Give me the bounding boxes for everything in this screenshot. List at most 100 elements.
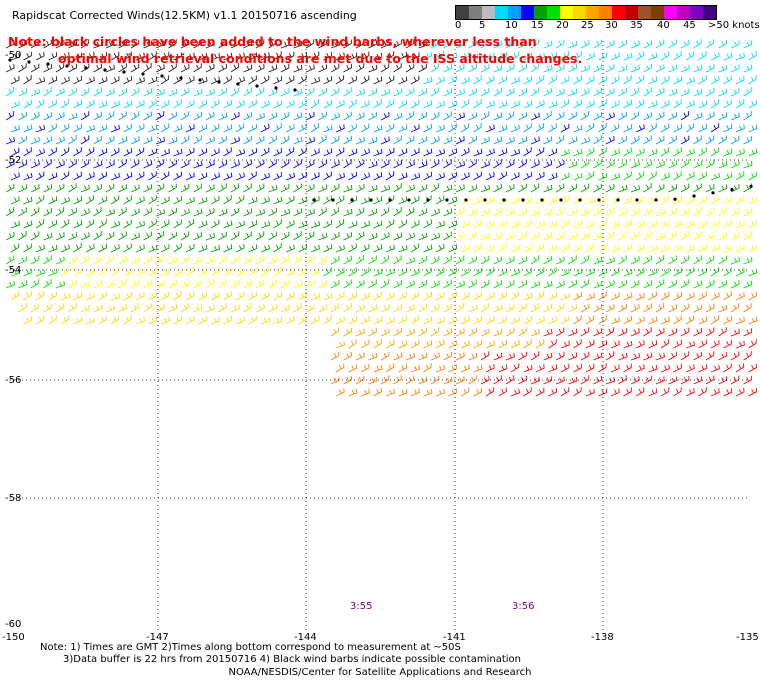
wind-barb: [60, 267, 70, 277]
wind-barb: [673, 363, 682, 373]
wind-barb: [473, 387, 483, 397]
wind-barb: [280, 63, 290, 73]
wind-barb: [410, 52, 420, 61]
wind-barb: [468, 63, 477, 73]
wind-barb: [368, 208, 378, 217]
wind-barb: [105, 111, 115, 121]
wind-barb: [668, 328, 678, 337]
wind-barb: [605, 280, 615, 289]
wind-barb: [68, 303, 77, 313]
wind-barb: [355, 39, 365, 49]
wind-barb: [193, 304, 203, 313]
wind-barb: [23, 124, 33, 133]
wind-barb: [580, 159, 590, 169]
wind-barb: [93, 135, 102, 145]
wind-barb: [505, 64, 515, 73]
wind-barb: [243, 40, 253, 49]
wind-barb: [680, 207, 690, 217]
wind-barb: [498, 101, 508, 109]
wind-barb: [305, 64, 315, 73]
wind-barb: [105, 136, 115, 145]
wind-barb: [535, 316, 545, 325]
wind-barb: [505, 136, 515, 145]
wind-barb: [235, 291, 245, 301]
legend-swatch: [664, 6, 677, 19]
wind-barb: [23, 172, 33, 181]
credit-line: NOAA/NESDIS/Center for Satellite Applica…: [228, 667, 532, 678]
wind-barb: [573, 172, 583, 181]
wind-barb: [710, 123, 720, 133]
wind-barb: [323, 244, 333, 253]
wind-barb: [18, 111, 27, 121]
wind-barb: [255, 304, 265, 313]
wind-barb: [598, 52, 608, 61]
legend-swatch: [677, 6, 690, 19]
wind-barb: [148, 291, 157, 301]
wind-barb: [623, 292, 633, 301]
wind-barb: [248, 171, 257, 181]
wind-barb: [430, 63, 440, 73]
flag-dot: [312, 198, 316, 202]
wind-barb: [293, 64, 303, 73]
wind-barb: [748, 75, 757, 85]
wind-barb: [68, 183, 77, 193]
wind-barb: [143, 303, 152, 313]
lon-label: -144: [294, 632, 317, 643]
wind-barb: [330, 135, 340, 145]
wind-barb: [143, 279, 152, 289]
wind-barb: [673, 339, 682, 349]
wind-barb: [685, 219, 695, 229]
legend-label: 30: [605, 20, 618, 31]
wind-barb: [743, 183, 752, 193]
wind-barb: [430, 303, 440, 313]
wind-barb: [30, 63, 40, 73]
wind-barb: [493, 112, 503, 121]
wind-barb: [518, 136, 528, 145]
wind-barb: [718, 207, 727, 217]
wind-barb: [380, 232, 390, 241]
wind-barb: [118, 256, 128, 265]
wind-barb: [255, 279, 265, 289]
wind-barb: [43, 208, 53, 217]
wind-barb: [543, 184, 553, 193]
wind-barb: [343, 351, 352, 361]
wind-barb: [680, 183, 690, 193]
wind-barb: [393, 159, 402, 169]
wind-barb: [330, 40, 341, 49]
wind-barb: [535, 220, 545, 229]
wind-barb: [723, 172, 733, 181]
wind-barb: [473, 99, 482, 109]
wind-barb: [480, 87, 490, 97]
wind-barb: [210, 316, 221, 325]
wind-barb: [730, 303, 740, 313]
wind-barb: [505, 39, 515, 49]
wind-barb: [343, 303, 352, 313]
wind-barb: [598, 363, 607, 373]
flag-dot: [464, 198, 468, 202]
wind-barb: [635, 51, 645, 61]
wind-barb: [180, 303, 190, 313]
wind-barb: [573, 268, 583, 277]
wind-barb: [85, 219, 95, 229]
wind-barb: [43, 184, 53, 193]
wind-barb: [418, 303, 427, 313]
wind-barb: [668, 39, 677, 49]
wind-barb: [285, 244, 295, 253]
wind-barb: [618, 87, 627, 97]
wind-barb: [743, 232, 753, 241]
wind-barb: [498, 268, 508, 277]
wind-barb: [343, 39, 352, 49]
wind-barb: [180, 135, 190, 145]
wind-barb: [710, 315, 720, 325]
wind-barb: [623, 171, 632, 181]
wind-barb: [223, 220, 233, 229]
wind-barb: [555, 183, 565, 193]
wind-barb: [530, 303, 540, 313]
wind-barb: [443, 351, 453, 361]
wind-barb: [668, 231, 677, 241]
wind-barb: [198, 292, 208, 301]
wind-barb: [718, 351, 727, 361]
wind-barb: [98, 196, 108, 205]
wind-barb: [43, 39, 52, 49]
wind-barb: [218, 255, 227, 265]
